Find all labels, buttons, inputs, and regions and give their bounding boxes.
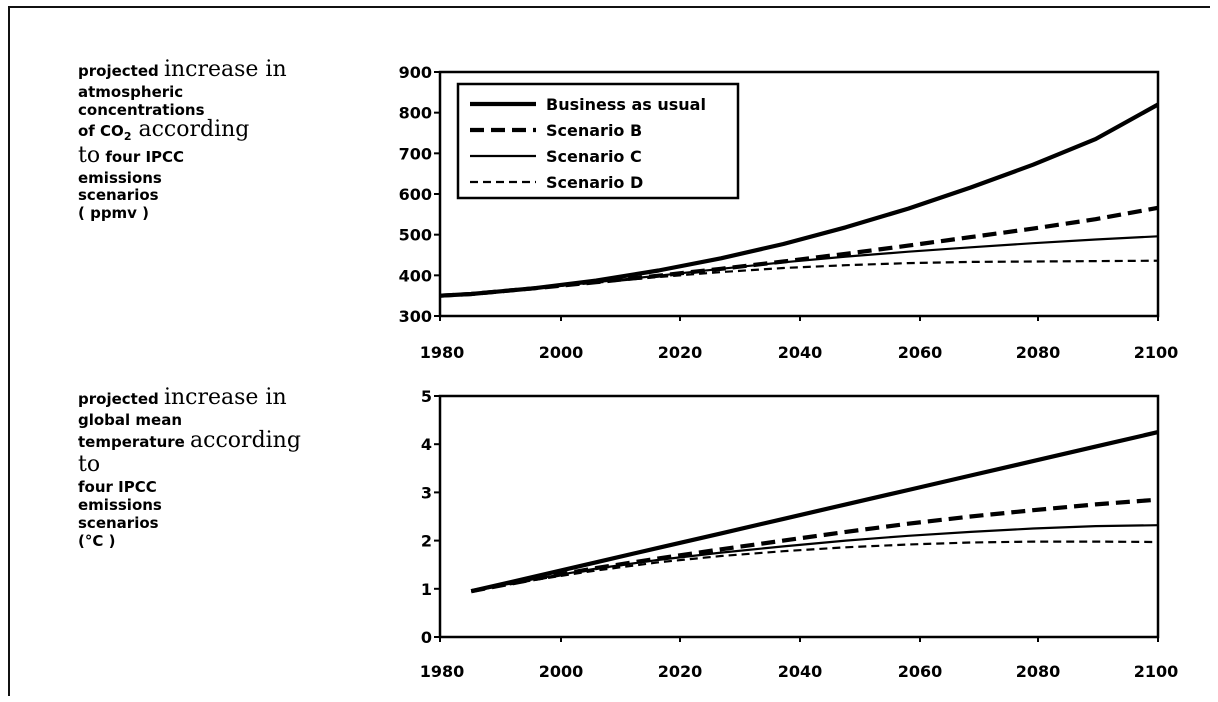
co2-desc-text: increase in [163, 57, 287, 82]
co2-desc-text: to [78, 142, 101, 168]
co2-desc-text: four IPCC [100, 147, 185, 166]
temp-chart: 0 1 2 3 4 5 1980 2000 2020 2040 2060 2080 2100 [420, 387, 1179, 681]
legend-label: Scenario B [546, 121, 642, 140]
legend-label: Business as usual [546, 95, 706, 114]
temp-y-tick-label: 1 [421, 580, 432, 599]
co2-x-tick-label: 2100 [1134, 343, 1179, 362]
temp-desc-text: scenarios [78, 513, 159, 532]
co2-desc-line: to four IPCC [78, 142, 388, 169]
co2-chart: 300 400 500 600 700 800 900 1980 2000 2020 2040 206… [399, 63, 1179, 362]
temp-desc-text: increase in [163, 385, 287, 410]
co2-panel-description: projected increase in atmospheric concentr… [78, 57, 388, 222]
co2-desc-line: scenarios [78, 186, 388, 204]
temp-y-tick-label: 5 [421, 387, 432, 406]
co2-desc-line: projected increase in [78, 57, 388, 83]
co2-desc-text: emissions [78, 168, 162, 187]
co2-y-tick-label: 800 [399, 104, 432, 123]
temp-x-tick-label: 2040 [778, 662, 823, 681]
temp-desc-text: according [190, 427, 301, 453]
temperature-panel-description: projected increase in global mean temperat… [78, 385, 388, 550]
temp-x-tick-label: 2000 [539, 662, 584, 681]
co2-y-tick-label: 700 [399, 144, 432, 163]
temp-y-tick-label: 3 [421, 483, 432, 502]
co2-y-tick-label: 600 [399, 185, 432, 204]
temp-y-tick-label: 2 [421, 532, 432, 551]
co2-desc-text: projected [78, 62, 164, 80]
figure-frame [8, 6, 1210, 696]
temp-x-tick-label: 2020 [658, 662, 703, 681]
temp-desc-text: to [78, 452, 101, 478]
temp-desc-line: (°C ) [78, 532, 388, 550]
temp-desc-line: four IPCC [78, 478, 388, 496]
co2-desc-text: according [131, 117, 250, 143]
co2-desc-text: scenarios [78, 186, 159, 205]
temp-series-business-as-usual [470, 430, 1159, 594]
co2-x-tick-label: 2040 [778, 343, 823, 362]
temp-desc-text: projected [78, 390, 164, 408]
temp-desc-line: global mean [78, 411, 388, 429]
co2-desc-text: concentrations [78, 100, 205, 119]
temp-desc-line: emissions [78, 496, 388, 514]
co2-desc-line: concentrations [78, 101, 388, 119]
temp-y-tick-label: 0 [421, 628, 432, 647]
co2-desc-line: of CO2 according [78, 118, 388, 144]
co2-x-tick-label: 2060 [898, 343, 943, 362]
co2-desc-line: atmospheric [78, 83, 388, 101]
temp-desc-text: (°C ) [78, 531, 116, 550]
temp-desc-text: four IPCC [78, 477, 157, 496]
temp-desc-line: to [78, 452, 388, 478]
co2-series-scenario-b [439, 205, 1159, 298]
co2-desc-text: atmospheric [78, 82, 184, 101]
temp-x-tick-label: 2100 [1134, 662, 1179, 681]
co2-x-tick-label: 2080 [1016, 343, 1061, 362]
temp-desc-text: global mean [78, 410, 183, 429]
legend: Business as usual Scenario B Scenario C Sce… [456, 82, 740, 200]
co2-desc-line: ( ppmv ) [78, 204, 388, 222]
co2-x-tick-label: 2020 [658, 343, 703, 362]
co2-x-tick-label: 2000 [539, 343, 584, 362]
temp-desc-line: temperature according [78, 427, 388, 454]
co2-desc-line: emissions [78, 169, 388, 187]
co2-desc-text: ( ppmv ) [78, 204, 150, 223]
temp-desc-line: projected increase in [78, 385, 388, 411]
temp-y-tick-label: 4 [421, 435, 432, 454]
temp-desc-text: emissions [78, 495, 162, 514]
co2-y-tick-label: 300 [399, 307, 432, 326]
temp-series-scenario-d [471, 540, 1159, 593]
legend-label: Scenario C [546, 147, 642, 166]
temp-desc-line: scenarios [78, 514, 388, 532]
co2-desc-text: of CO [78, 122, 124, 141]
temp-x-tick-label: 1980 [420, 662, 465, 681]
temp-x-tick-label: 2060 [898, 662, 943, 681]
legend-label: Scenario D [546, 173, 643, 192]
co2-x-tick-label: 1980 [420, 343, 465, 362]
co2-y-tick-label: 500 [399, 226, 432, 245]
co2-series-scenario-d [439, 259, 1159, 297]
co2-y-tick-label: 400 [399, 266, 432, 285]
co2-desc-text: 2 [123, 130, 132, 144]
co2-y-tick-label: 900 [399, 63, 432, 82]
temp-desc-text: temperature [78, 432, 191, 451]
temp-series-scenario-c [470, 524, 1159, 593]
temp-x-tick-label: 2080 [1016, 662, 1061, 681]
